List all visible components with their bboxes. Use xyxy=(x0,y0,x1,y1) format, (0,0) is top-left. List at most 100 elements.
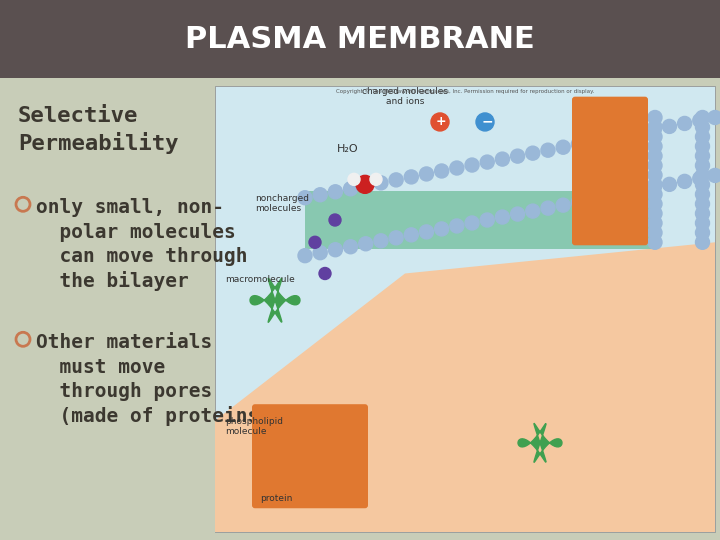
Circle shape xyxy=(587,134,600,149)
Text: H₂O: H₂O xyxy=(337,144,359,154)
Circle shape xyxy=(647,123,661,137)
Circle shape xyxy=(696,120,709,134)
Circle shape xyxy=(476,113,494,131)
Circle shape xyxy=(678,117,692,131)
Circle shape xyxy=(374,176,388,190)
Polygon shape xyxy=(215,242,715,532)
Polygon shape xyxy=(250,278,300,322)
Circle shape xyxy=(696,178,709,192)
Circle shape xyxy=(696,159,709,172)
Text: Copyright © The McGraw-Hill Companies, Inc. Permission required for reproduction: Copyright © The McGraw-Hill Companies, I… xyxy=(336,89,594,94)
Circle shape xyxy=(309,237,321,248)
Circle shape xyxy=(329,214,341,226)
Circle shape xyxy=(648,235,662,249)
Circle shape xyxy=(420,225,433,239)
Circle shape xyxy=(617,129,631,143)
Circle shape xyxy=(696,111,709,125)
Circle shape xyxy=(359,179,373,193)
Circle shape xyxy=(587,192,600,206)
Circle shape xyxy=(648,159,662,172)
Circle shape xyxy=(648,111,662,125)
Circle shape xyxy=(480,155,494,169)
Text: phospholipid
molecule: phospholipid molecule xyxy=(225,416,283,436)
Circle shape xyxy=(359,237,373,251)
Circle shape xyxy=(648,168,662,182)
Circle shape xyxy=(696,216,709,230)
Circle shape xyxy=(572,137,585,151)
FancyBboxPatch shape xyxy=(572,97,648,245)
Circle shape xyxy=(648,139,662,153)
Circle shape xyxy=(632,125,646,139)
Text: +: + xyxy=(436,115,446,128)
Circle shape xyxy=(632,183,646,197)
Circle shape xyxy=(693,171,707,185)
Text: PLASMA MEMBRANE: PLASMA MEMBRANE xyxy=(185,25,535,53)
Circle shape xyxy=(450,161,464,175)
FancyBboxPatch shape xyxy=(215,86,715,532)
Circle shape xyxy=(572,195,585,209)
Circle shape xyxy=(648,187,662,201)
FancyBboxPatch shape xyxy=(0,78,250,540)
Circle shape xyxy=(328,242,343,256)
Circle shape xyxy=(696,168,709,182)
Circle shape xyxy=(696,149,709,163)
Circle shape xyxy=(602,131,616,145)
Circle shape xyxy=(541,143,555,157)
Circle shape xyxy=(648,197,662,211)
Circle shape xyxy=(602,189,616,203)
Text: protein: protein xyxy=(260,494,292,503)
FancyBboxPatch shape xyxy=(0,0,720,78)
Circle shape xyxy=(556,140,570,154)
FancyBboxPatch shape xyxy=(0,78,720,540)
Circle shape xyxy=(541,201,555,215)
Circle shape xyxy=(556,198,570,212)
Circle shape xyxy=(526,204,540,218)
Circle shape xyxy=(617,186,631,200)
Text: macromolecule: macromolecule xyxy=(225,275,294,285)
Circle shape xyxy=(313,188,327,202)
FancyBboxPatch shape xyxy=(252,404,368,508)
Circle shape xyxy=(648,149,662,163)
Text: Other materials
  must move
  through pores
  (made of proteins): Other materials must move through pores … xyxy=(36,333,271,427)
Circle shape xyxy=(298,248,312,262)
Circle shape xyxy=(648,130,662,144)
Text: only small, non-
  polar molecules
  can move through
  the bilayer: only small, non- polar molecules can mov… xyxy=(36,198,248,292)
Circle shape xyxy=(708,168,720,183)
Circle shape xyxy=(696,235,709,249)
Circle shape xyxy=(662,177,677,191)
Circle shape xyxy=(343,240,358,254)
Circle shape xyxy=(696,226,709,240)
Circle shape xyxy=(696,139,709,153)
Circle shape xyxy=(450,219,464,233)
Circle shape xyxy=(526,146,540,160)
Circle shape xyxy=(495,152,510,166)
Circle shape xyxy=(693,113,707,127)
Circle shape xyxy=(696,187,709,201)
Circle shape xyxy=(696,130,709,144)
Circle shape xyxy=(435,222,449,236)
Text: noncharged
molecules: noncharged molecules xyxy=(255,194,309,213)
Circle shape xyxy=(431,113,449,131)
Circle shape xyxy=(465,216,479,230)
Circle shape xyxy=(678,174,692,188)
Circle shape xyxy=(298,191,312,205)
Circle shape xyxy=(696,197,709,211)
Circle shape xyxy=(648,226,662,240)
Circle shape xyxy=(708,111,720,125)
Circle shape xyxy=(648,206,662,220)
Polygon shape xyxy=(518,423,562,462)
Text: −: − xyxy=(482,114,494,128)
FancyBboxPatch shape xyxy=(305,191,655,248)
Circle shape xyxy=(343,182,358,196)
Text: charged molecules
and ions: charged molecules and ions xyxy=(362,87,448,106)
Circle shape xyxy=(405,228,418,242)
Circle shape xyxy=(420,167,433,181)
Circle shape xyxy=(510,149,525,163)
Circle shape xyxy=(370,173,382,185)
Text: Selective
Permeability: Selective Permeability xyxy=(18,106,179,154)
Circle shape xyxy=(495,210,510,224)
Circle shape xyxy=(465,158,479,172)
Circle shape xyxy=(313,246,327,260)
Circle shape xyxy=(374,234,388,248)
Circle shape xyxy=(389,173,403,187)
